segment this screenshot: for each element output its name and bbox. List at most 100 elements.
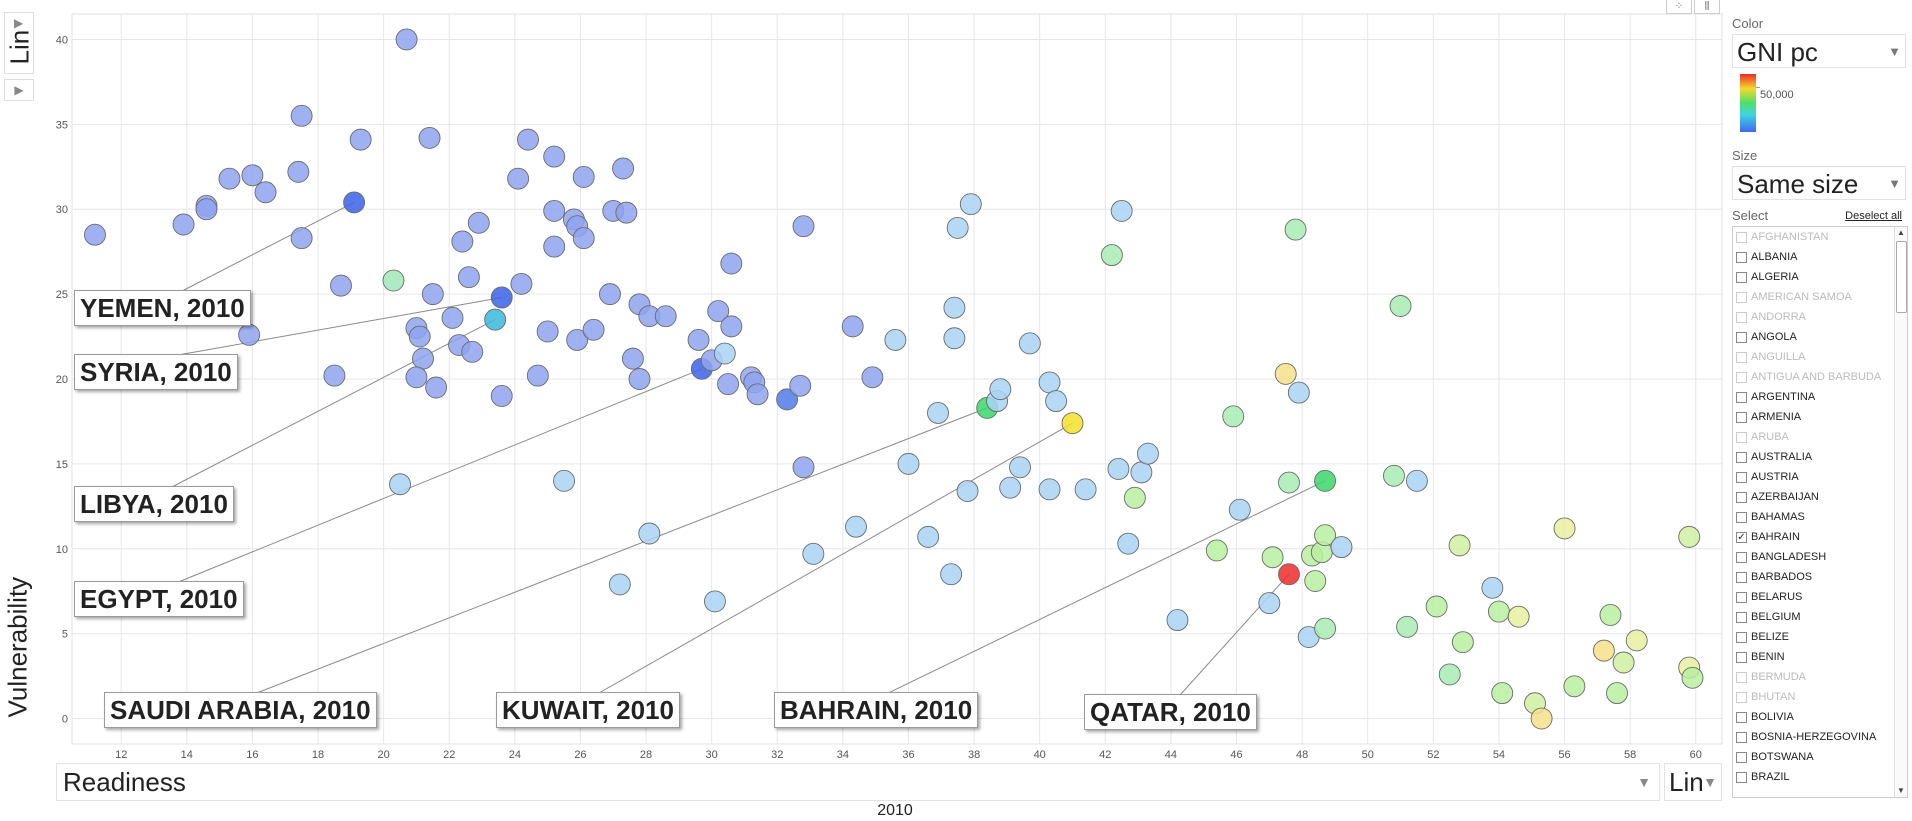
data-point[interactable] bbox=[707, 300, 730, 323]
data-point[interactable] bbox=[1314, 524, 1337, 547]
country-list-item[interactable]: BOSNIA-HERZEGOVINA bbox=[1733, 727, 1907, 747]
data-point[interactable] bbox=[1599, 604, 1622, 626]
deselect-all-link[interactable]: Deselect all bbox=[1845, 210, 1902, 222]
country-list-item[interactable]: AUSTRALIA bbox=[1733, 447, 1907, 467]
data-point[interactable] bbox=[510, 272, 533, 295]
data-point[interactable] bbox=[1314, 469, 1337, 492]
data-point[interactable] bbox=[441, 306, 464, 329]
data-point[interactable] bbox=[405, 366, 428, 389]
data-point[interactable] bbox=[1222, 405, 1245, 428]
checkbox[interactable] bbox=[1736, 431, 1747, 443]
data-point[interactable] bbox=[776, 388, 799, 411]
callout-label[interactable]: YEMEN, 2010 bbox=[74, 290, 251, 326]
expand-arrow-icon[interactable]: ▶ bbox=[4, 79, 34, 101]
data-point[interactable] bbox=[1110, 199, 1133, 222]
data-point[interactable] bbox=[330, 274, 352, 297]
checkbox[interactable] bbox=[1736, 331, 1747, 343]
data-point[interactable] bbox=[84, 223, 106, 246]
data-point[interactable] bbox=[238, 323, 261, 346]
data-point[interactable] bbox=[1130, 461, 1153, 484]
data-point[interactable] bbox=[792, 215, 815, 238]
scroll-up-icon[interactable]: ▲ bbox=[1897, 228, 1905, 237]
data-point[interactable] bbox=[654, 305, 677, 328]
data-point[interactable] bbox=[1681, 666, 1704, 689]
data-point[interactable] bbox=[999, 476, 1022, 499]
data-point[interactable] bbox=[572, 227, 595, 250]
data-point[interactable] bbox=[789, 374, 812, 397]
data-point[interactable] bbox=[1405, 469, 1428, 492]
country-list-item[interactable]: ANDORRA bbox=[1733, 307, 1907, 327]
data-point[interactable] bbox=[720, 315, 743, 338]
data-point[interactable] bbox=[1018, 332, 1041, 355]
data-point[interactable] bbox=[1530, 707, 1553, 730]
data-point[interactable] bbox=[1448, 534, 1471, 557]
data-point[interactable] bbox=[703, 590, 726, 613]
data-point[interactable] bbox=[1278, 563, 1300, 586]
data-point[interactable] bbox=[290, 104, 313, 127]
list-scrollbar[interactable]: ▲ ▼ bbox=[1894, 227, 1907, 797]
data-point[interactable] bbox=[566, 329, 589, 351]
checkbox[interactable] bbox=[1736, 671, 1747, 683]
data-point[interactable] bbox=[1304, 570, 1327, 592]
data-point[interactable] bbox=[615, 201, 638, 224]
country-list-item[interactable]: BELIZE bbox=[1733, 627, 1907, 647]
checkbox[interactable] bbox=[1736, 591, 1747, 603]
data-point[interactable] bbox=[1038, 478, 1061, 501]
data-point[interactable] bbox=[241, 164, 264, 187]
data-point[interactable] bbox=[1606, 682, 1628, 705]
callout-label[interactable]: SYRIA, 2010 bbox=[74, 354, 238, 390]
data-point[interactable] bbox=[720, 252, 743, 275]
data-point[interactable] bbox=[884, 329, 907, 351]
country-list-item[interactable]: BENIN bbox=[1733, 647, 1907, 667]
checkbox[interactable] bbox=[1736, 251, 1747, 263]
data-point[interactable] bbox=[1278, 471, 1300, 494]
callout-label[interactable]: LIBYA, 2010 bbox=[74, 486, 234, 522]
country-list-item[interactable]: AUSTRIA bbox=[1733, 467, 1907, 487]
bar-chart-icon[interactable]: ⫼ bbox=[1694, 0, 1720, 14]
data-point[interactable] bbox=[1563, 675, 1586, 698]
data-point[interactable] bbox=[1314, 617, 1337, 640]
checkbox[interactable] bbox=[1736, 651, 1747, 663]
data-point[interactable] bbox=[1451, 631, 1474, 654]
data-point[interactable] bbox=[507, 167, 530, 190]
data-point[interactable] bbox=[599, 283, 621, 306]
checkbox[interactable] bbox=[1736, 751, 1747, 763]
checkbox[interactable] bbox=[1736, 351, 1747, 363]
data-point[interactable] bbox=[1074, 478, 1097, 501]
data-point[interactable] bbox=[389, 473, 411, 496]
data-point[interactable] bbox=[687, 329, 710, 351]
country-list-item[interactable]: BELGIUM bbox=[1733, 607, 1907, 627]
data-point[interactable] bbox=[1592, 639, 1615, 662]
data-point[interactable] bbox=[861, 366, 884, 389]
data-point[interactable] bbox=[218, 167, 241, 190]
data-point[interactable] bbox=[1166, 609, 1189, 632]
checkbox[interactable] bbox=[1736, 731, 1747, 743]
data-point[interactable] bbox=[349, 128, 372, 151]
data-point[interactable] bbox=[408, 325, 431, 348]
data-point[interactable] bbox=[484, 308, 507, 331]
data-point[interactable] bbox=[490, 286, 513, 309]
data-point[interactable] bbox=[713, 342, 736, 365]
data-point[interactable] bbox=[536, 320, 559, 343]
data-point[interactable] bbox=[418, 126, 441, 149]
data-point[interactable] bbox=[582, 318, 605, 341]
data-point[interactable] bbox=[421, 283, 444, 306]
data-point[interactable] bbox=[1123, 486, 1146, 509]
data-point[interactable] bbox=[1425, 595, 1448, 618]
data-point[interactable] bbox=[917, 525, 940, 548]
data-point[interactable] bbox=[1612, 651, 1635, 674]
data-point[interactable] bbox=[457, 266, 480, 289]
data-point[interactable] bbox=[526, 364, 549, 387]
data-point[interactable] bbox=[1287, 381, 1310, 404]
checkbox[interactable] bbox=[1736, 451, 1747, 463]
color-select[interactable]: GNI pc ▼ bbox=[1732, 34, 1906, 68]
data-point[interactable] bbox=[802, 542, 825, 565]
country-list-item[interactable]: AMERICAN SAMOA bbox=[1733, 287, 1907, 307]
checkbox[interactable] bbox=[1736, 411, 1747, 423]
callout-label[interactable]: KUWAIT, 2010 bbox=[496, 692, 680, 728]
bubble-chart-icon[interactable]: ⁘ bbox=[1666, 0, 1692, 14]
checkbox[interactable] bbox=[1736, 771, 1747, 783]
data-point[interactable] bbox=[1330, 536, 1353, 559]
checkbox[interactable]: ✓ bbox=[1736, 531, 1747, 543]
y-scale-control[interactable]: ▶ Lin bbox=[4, 12, 35, 74]
